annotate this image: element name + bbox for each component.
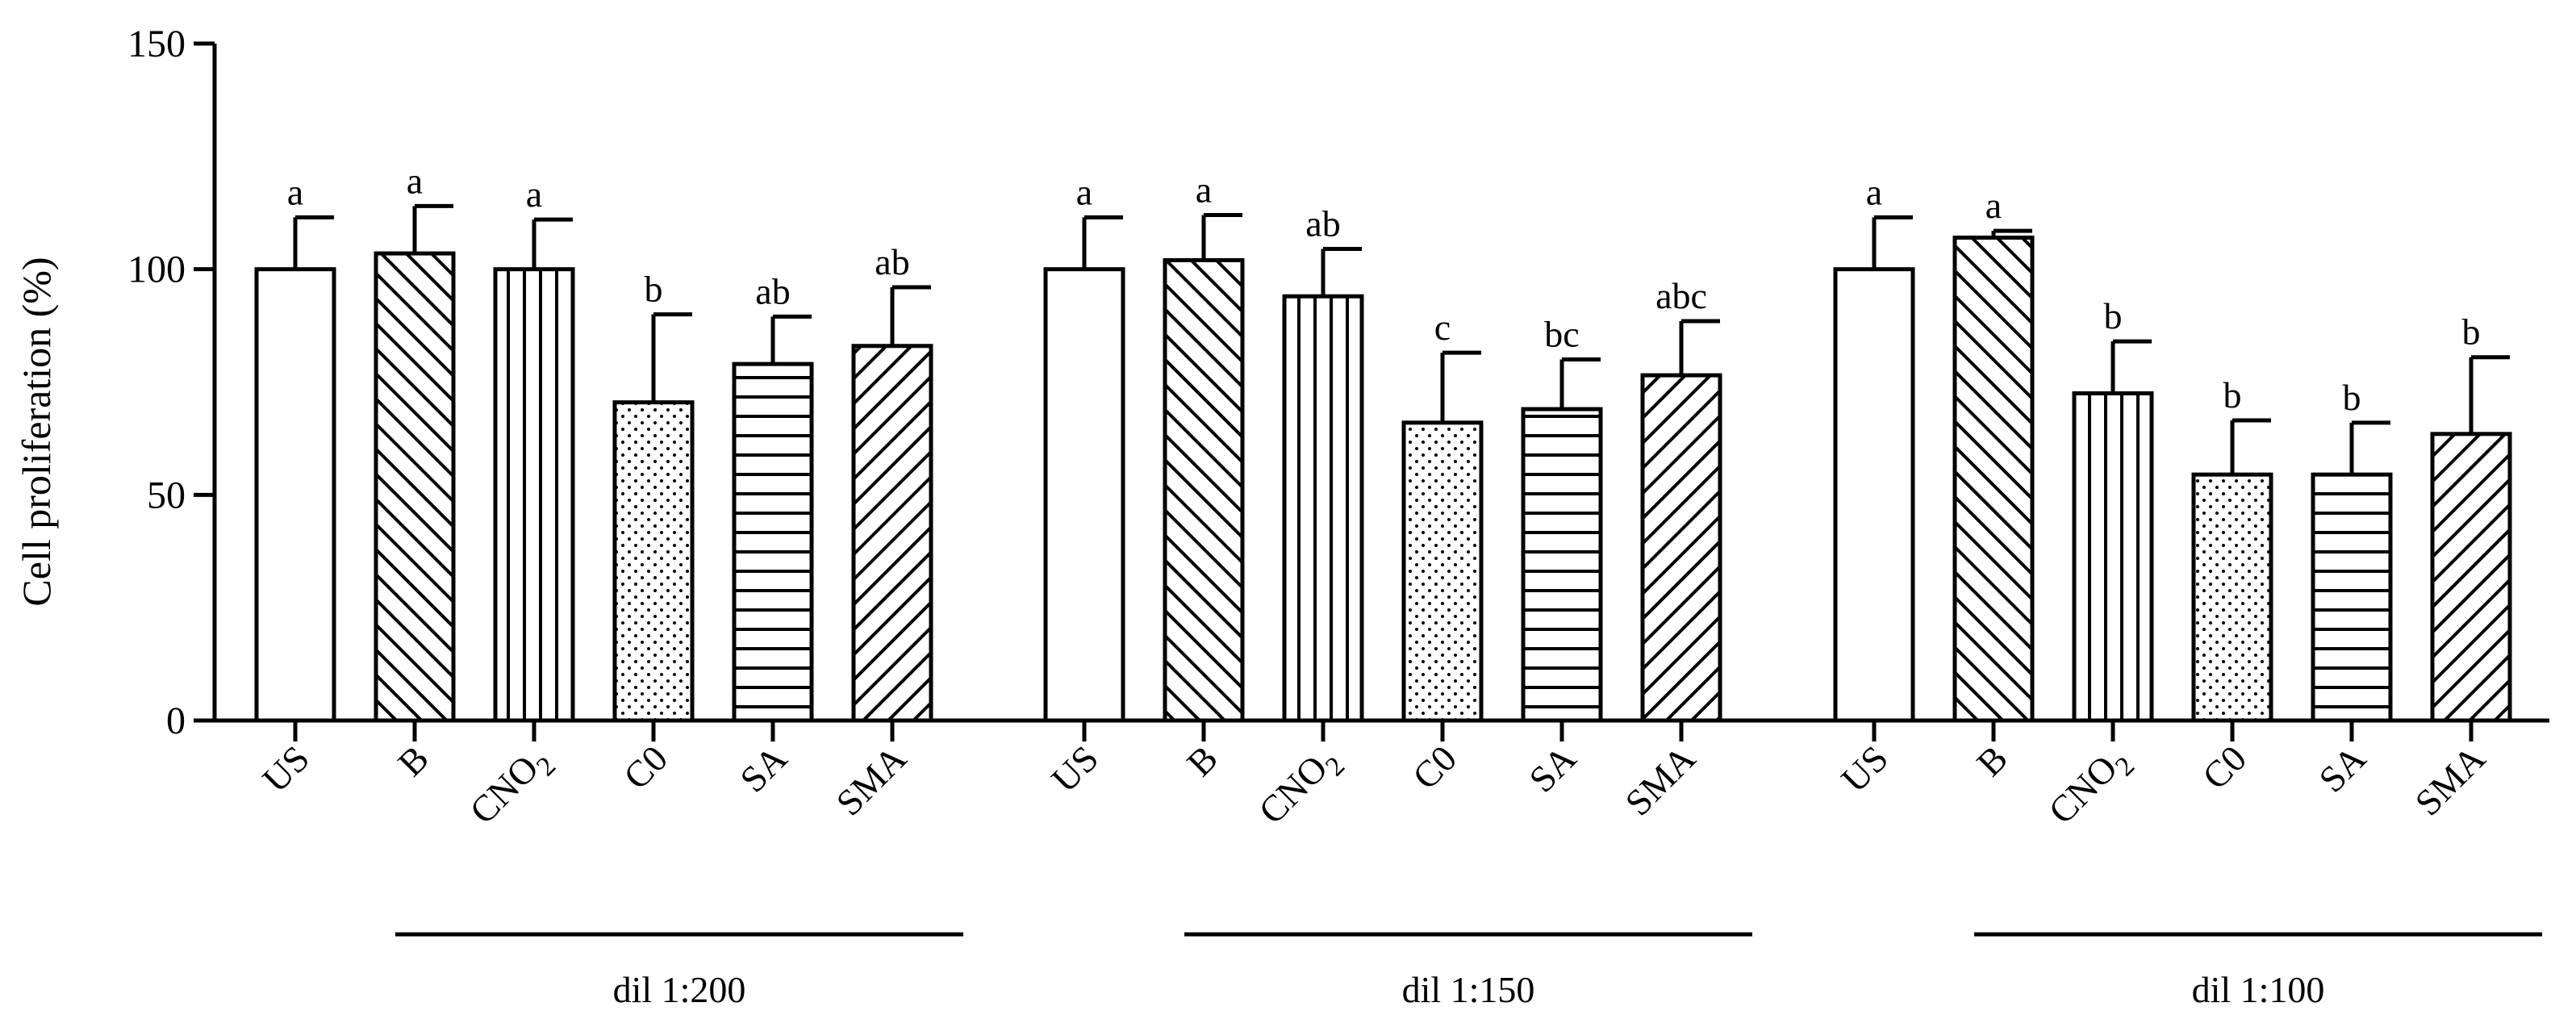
- category-label: US: [1833, 737, 1896, 800]
- bar-sa-group-2: [1521, 407, 1603, 723]
- bar-sma-group-1: [851, 344, 933, 723]
- category-label: SMA: [2407, 737, 2493, 824]
- y-tick-label-50: 50: [147, 474, 186, 516]
- group-label: dil 1:150: [1402, 969, 1535, 1010]
- category-label: SA: [1521, 737, 1584, 800]
- significance-letter: b: [2343, 377, 2361, 418]
- category-label-subscript: 2: [1320, 751, 1351, 782]
- category-label: C0: [1405, 737, 1464, 797]
- significance-letter: a: [287, 171, 303, 212]
- category-label: US: [254, 737, 317, 800]
- bar-c0-group-1: [612, 400, 695, 723]
- significance-letter: bc: [1544, 314, 1579, 355]
- significance-letter: c: [1434, 307, 1451, 348]
- significance-letter: b: [2104, 295, 2123, 336]
- y-axis-label: Cell proliferation (%): [14, 257, 59, 606]
- category-label: C0: [616, 737, 675, 797]
- category-label: CNO2: [461, 737, 562, 838]
- y-axis: 0 50 100 150: [127, 23, 217, 742]
- bar-us-group-2: [1043, 267, 1125, 723]
- bar-c0-group-2: [1401, 420, 1484, 723]
- significance-letter: a: [1866, 171, 1882, 212]
- significance-letter: b: [2462, 311, 2481, 353]
- significance-letter: a: [1985, 185, 2002, 226]
- bar-sa-group-1: [732, 361, 814, 723]
- category-label: B: [1179, 737, 1225, 784]
- significance-letter: b: [2223, 374, 2242, 416]
- category-label: B: [1969, 737, 2015, 784]
- bar-b-group-1: [374, 251, 456, 723]
- significance-letter: a: [407, 160, 423, 201]
- category-label: SA: [732, 737, 795, 800]
- group-labels-layer: dil 1:200 dil 1:150 dil 1:100: [395, 932, 2542, 1010]
- bar-us-group-3: [1833, 267, 1915, 723]
- category-label-subscript: 2: [531, 751, 562, 782]
- significance-letter: abc: [1655, 275, 1707, 316]
- y-tick-label-100: 100: [127, 249, 186, 291]
- bar-sa-group-3: [2311, 472, 2393, 723]
- bar-sma-group-2: [1640, 373, 1722, 723]
- bar-cno-group-3: [2072, 391, 2154, 723]
- significance-letter: b: [645, 269, 663, 310]
- significance-letter: ab: [755, 270, 790, 311]
- y-tick-label-0: 0: [166, 700, 186, 742]
- bar-sma-group-3: [2430, 432, 2512, 723]
- category-label: SMA: [828, 737, 914, 824]
- bar-us-group-1: [254, 267, 336, 723]
- significance-letter: ab: [1305, 203, 1340, 244]
- category-label: SMA: [1617, 737, 1703, 824]
- significance-letter: a: [526, 173, 542, 215]
- category-label: SA: [2311, 737, 2374, 800]
- category-label-subscript: 2: [2110, 751, 2140, 782]
- group-3: a a b b b b: [1833, 171, 2512, 723]
- significance-letter: a: [1076, 171, 1092, 212]
- bar-b-group-2: [1163, 257, 1245, 723]
- category-label: CNO2: [2040, 737, 2140, 838]
- bar-cno-group-1: [493, 267, 575, 723]
- category-label: C0: [2194, 737, 2254, 797]
- bar-cno-group-2: [1282, 294, 1364, 723]
- significance-letter: ab: [875, 241, 909, 282]
- group-label: dil 1:200: [613, 969, 746, 1010]
- group-label: dil 1:100: [2192, 969, 2325, 1010]
- significance-letter: a: [1196, 169, 1212, 211]
- bar-b-group-3: [1952, 236, 2035, 723]
- category-label: US: [1043, 737, 1106, 800]
- category-label: B: [390, 737, 436, 784]
- bar-c0-group-3: [2191, 472, 2273, 723]
- category-labels-layer: US B CNO2 C0 SA SMA US B CNO2 C0 SA SMA US B CNO2 C0 SA S…: [254, 737, 2493, 838]
- x-axis: [215, 718, 2549, 741]
- y-tick-label-150: 150: [127, 23, 186, 65]
- category-label: CNO2: [1250, 737, 1351, 838]
